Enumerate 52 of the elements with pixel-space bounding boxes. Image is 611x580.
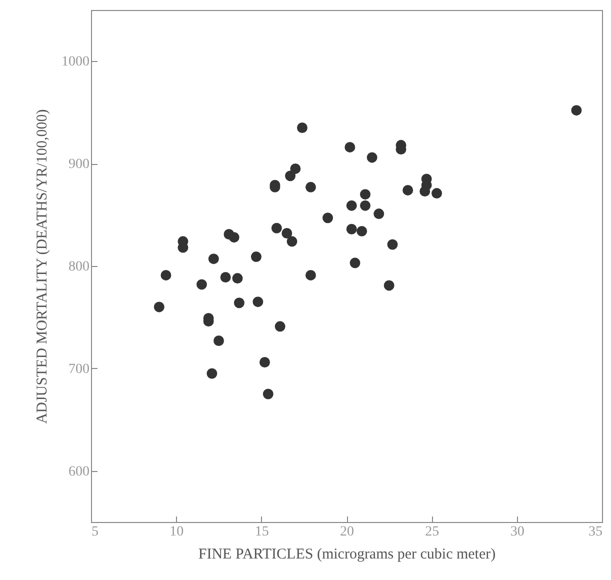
- point: [220, 272, 231, 282]
- point: [252, 296, 264, 308]
- point: [232, 273, 243, 284]
- point: [154, 302, 164, 312]
- point: [208, 254, 219, 264]
- point: [374, 208, 384, 220]
- x-tick-label: 25: [425, 524, 440, 540]
- point: [234, 298, 244, 308]
- point: [346, 200, 357, 211]
- point: [214, 336, 224, 346]
- point: [286, 236, 298, 247]
- point: [360, 189, 370, 200]
- x-tick-label: 15: [254, 524, 269, 540]
- y-tick-label: 600: [68, 464, 90, 480]
- point: [262, 388, 274, 400]
- x-tick-label: 5: [92, 524, 98, 540]
- point: [350, 258, 360, 268]
- x-tick-label: 30: [510, 524, 524, 540]
- point: [360, 200, 370, 211]
- point: [305, 270, 316, 280]
- point: [290, 163, 301, 174]
- point: [322, 212, 334, 224]
- point: [296, 122, 308, 133]
- y-axis-title: ADJUSTED MORTALITY (DEATHS/YR/100,000): [34, 109, 50, 424]
- point: [344, 142, 356, 152]
- point: [259, 357, 270, 368]
- point: [250, 252, 262, 262]
- point: [366, 152, 378, 163]
- y-tick-label: 1000: [62, 54, 90, 70]
- point: [571, 105, 582, 116]
- point: [346, 224, 357, 234]
- point: [432, 188, 442, 199]
- point: [402, 184, 414, 196]
- x-tick-label: 10: [170, 524, 184, 540]
- point: [274, 321, 286, 332]
- x-axis-title: FINE PARTICLES (micrograms per cubic meter): [198, 546, 496, 562]
- point: [387, 239, 398, 250]
- point: [271, 222, 282, 234]
- point: [356, 226, 368, 236]
- x-tick-label: 20: [340, 524, 354, 540]
- point: [196, 279, 207, 290]
- y-tick-label: 900: [68, 157, 90, 172]
- point: [160, 270, 172, 280]
- point: [305, 182, 316, 192]
- x-tick-label: 35: [588, 524, 602, 540]
- point: [285, 170, 296, 182]
- point: [206, 368, 218, 379]
- y-tick-label: 800: [68, 260, 90, 274]
- point: [384, 280, 394, 291]
- point: [228, 232, 240, 243]
- y-tick-label: 700: [68, 362, 90, 377]
- point: [282, 228, 292, 238]
